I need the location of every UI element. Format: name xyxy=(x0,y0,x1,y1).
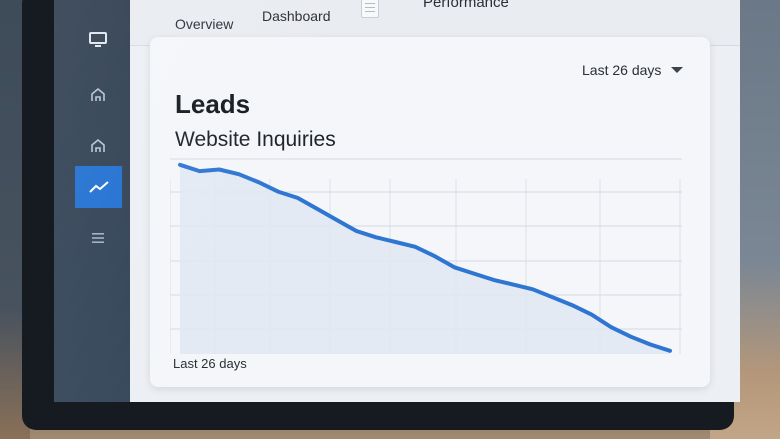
leads-card: Last 26 days Leads Website Inquiries Las… xyxy=(150,37,710,387)
card-subtitle: Website Inquiries xyxy=(175,128,336,151)
chart-area-fill xyxy=(180,164,670,354)
sidebar-item-performance[interactable] xyxy=(75,166,122,208)
monitor-icon xyxy=(89,32,107,47)
date-range-select[interactable]: Last 26 days xyxy=(582,62,684,78)
sidebar-item-monitor[interactable] xyxy=(75,19,121,61)
laptop-bezel: Overview Dashboard Performance Last 26 d… xyxy=(22,0,740,430)
trend-icon xyxy=(88,181,109,193)
sidebar-item-home-2[interactable] xyxy=(75,125,121,167)
tab-dashboard[interactable]: Dashboard xyxy=(262,8,331,24)
sidebar-item-menu[interactable] xyxy=(75,217,121,259)
chevron-down-icon xyxy=(671,67,684,73)
tab-overview[interactable]: Overview xyxy=(175,16,234,32)
date-range-value: Last 26 days xyxy=(582,62,662,78)
tab-performance[interactable]: Performance xyxy=(423,0,509,11)
leads-chart xyxy=(170,158,682,354)
series-line xyxy=(178,162,672,353)
home-icon xyxy=(91,87,105,101)
sidebar-item-home[interactable] xyxy=(75,74,121,116)
document-icon xyxy=(361,0,379,18)
sidebar xyxy=(54,0,130,402)
screen: Overview Dashboard Performance Last 26 d… xyxy=(54,0,740,402)
menu-icon xyxy=(92,233,104,243)
home-icon xyxy=(91,138,105,152)
chart-footer-label: Last 26 days xyxy=(173,356,247,371)
card-title: Leads xyxy=(175,89,251,119)
